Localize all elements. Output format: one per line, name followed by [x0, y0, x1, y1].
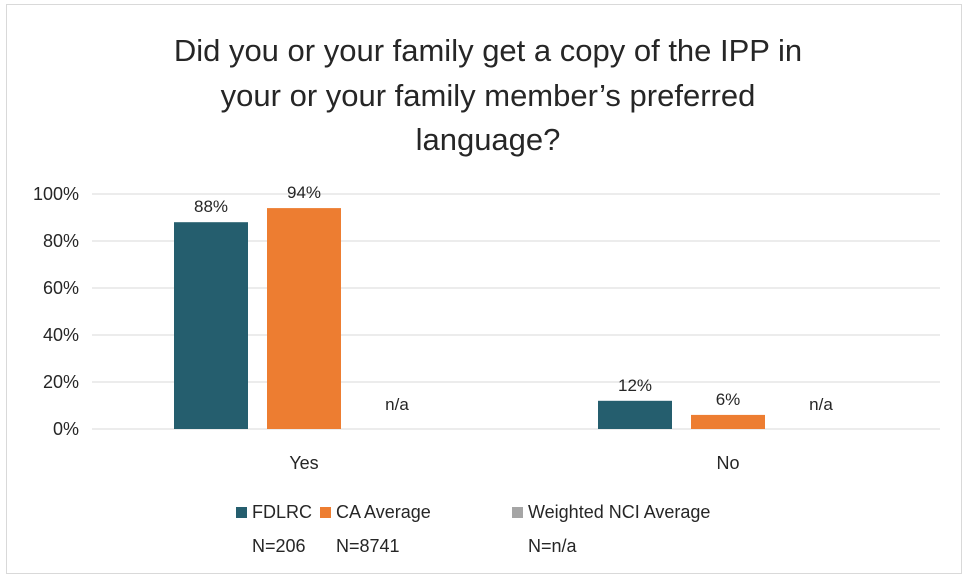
- data-label: 6%: [716, 390, 741, 409]
- chart-title-line-3: language?: [416, 122, 561, 157]
- y-tick-label: 20%: [43, 372, 79, 392]
- bar: [174, 222, 248, 429]
- y-axis: 0% 20% 40% 60% 80% 100%: [33, 184, 79, 439]
- data-label: 12%: [618, 376, 652, 395]
- data-label: 94%: [287, 183, 321, 202]
- y-tick-label: 60%: [43, 278, 79, 298]
- chart-title: Did you or your family get a copy of the…: [174, 33, 802, 157]
- legend-swatch: [320, 507, 331, 518]
- bar: [598, 400, 672, 429]
- bars: 88% 94% n/a 12% 6% n/a: [174, 183, 833, 429]
- legend-swatch: [236, 507, 247, 518]
- y-tick-label: 40%: [43, 325, 79, 345]
- x-category-label: Yes: [289, 453, 318, 473]
- x-axis: Yes No: [289, 453, 739, 473]
- chart-title-line-2: your or your family member’s preferred: [221, 78, 756, 113]
- y-tick-label: 0%: [53, 419, 79, 439]
- legend-label: CA Average: [336, 502, 431, 522]
- data-label: 88%: [194, 197, 228, 216]
- y-tick-label: 80%: [43, 231, 79, 251]
- chart-frame: [6, 4, 962, 574]
- data-label: n/a: [385, 395, 409, 414]
- legend-sample-size: N=8741: [336, 536, 400, 556]
- legend: FDLRC N=206 CA Average N=8741 Weighted NCI A…: [236, 502, 710, 556]
- legend-sample-size: N=n/a: [528, 536, 578, 556]
- legend-label: FDLRC: [252, 502, 312, 522]
- y-tick-label: 100%: [33, 184, 79, 204]
- legend-sample-size: N=206: [252, 536, 306, 556]
- data-label: n/a: [809, 395, 833, 414]
- bar: [691, 414, 765, 429]
- legend-label: Weighted NCI Average: [528, 502, 710, 522]
- legend-swatch: [512, 507, 523, 518]
- x-category-label: No: [716, 453, 739, 473]
- bar: [267, 208, 341, 429]
- chart-title-line-1: Did you or your family get a copy of the…: [174, 33, 802, 68]
